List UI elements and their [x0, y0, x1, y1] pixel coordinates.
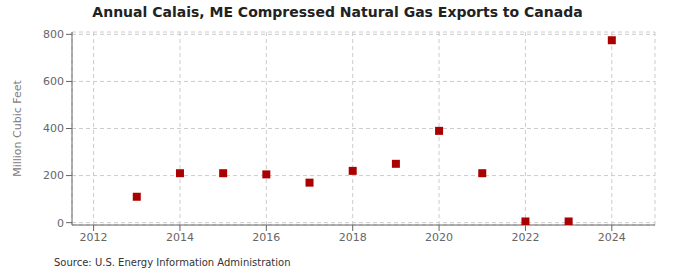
svg-text:2018: 2018: [339, 231, 367, 244]
html-text:Annual Calais, ME Compressed N: Annual Calais, ME Compressed Natural Gas…: [92, 4, 583, 20]
html-text:Source: U.S. Energy Informatio: Source: U.S. Energy Information Administ…: [54, 257, 291, 268]
svg-text:Million Cubic Feet: Million Cubic Feet: [11, 79, 24, 176]
svg-text:800: 800: [43, 28, 64, 41]
svg-text:2014: 2014: [166, 231, 194, 244]
svg-text:0: 0: [57, 217, 64, 230]
svg-text:2022: 2022: [511, 231, 539, 244]
svg-text:2024: 2024: [598, 231, 626, 244]
svg-text:600: 600: [43, 75, 64, 88]
svg-text:400: 400: [43, 122, 64, 135]
svg-text:2016: 2016: [252, 231, 280, 244]
svg-text:2012: 2012: [80, 231, 108, 244]
svg-text:2020: 2020: [425, 231, 453, 244]
svg-text:200: 200: [43, 169, 64, 182]
